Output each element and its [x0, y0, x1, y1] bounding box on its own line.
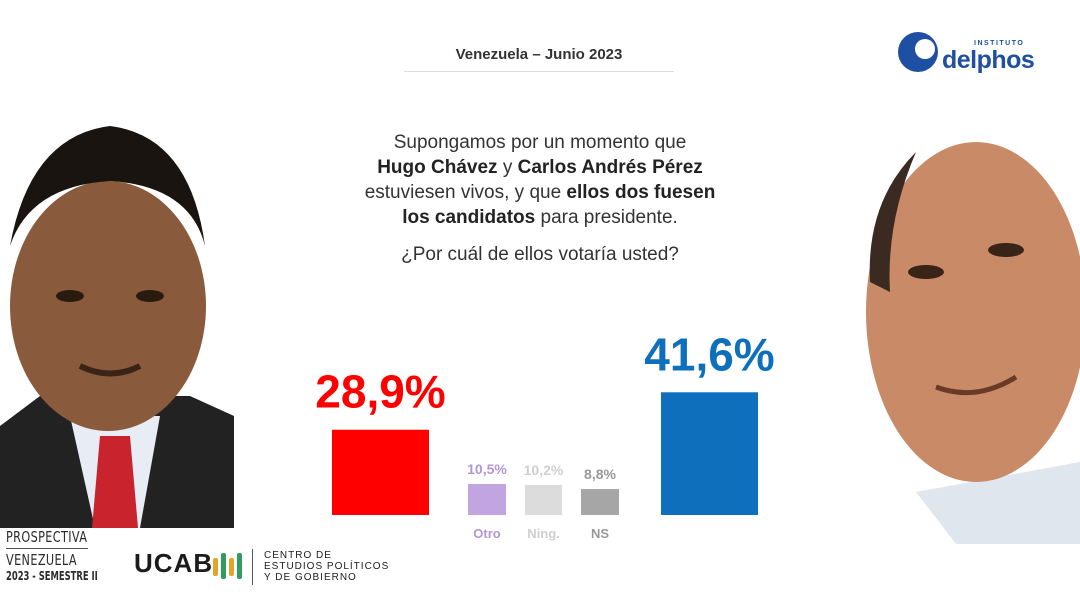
question-line-2: Hugo Chávez y Carlos Andrés Pérez: [330, 155, 750, 180]
portrait-perez: [856, 132, 1080, 544]
prospectiva-line-2: VENEZUELA: [6, 551, 77, 569]
question-line-1: Supongamos por un momento que: [393, 132, 687, 153]
question-line-3b: ellos dos fuesen: [566, 182, 716, 203]
survey-question-ask: ¿Por cuál de ellos votaría usted?: [401, 244, 679, 265]
category-label-2: Otro: [473, 526, 501, 541]
bar-2: [468, 484, 506, 515]
delphos-logo-instituto: INSTITUTO: [974, 40, 1025, 47]
delphos-logo-word: delphos: [942, 46, 1035, 74]
question-and: y: [497, 157, 518, 178]
footer-divider: [252, 549, 253, 585]
ucab-logo-icon: [213, 553, 242, 579]
candidate-name-chavez: Hugo Chávez: [377, 157, 498, 178]
question-line-4: los candidatos para presidente.: [330, 205, 750, 230]
centro-estudios-logo: CENTRO DE ESTUDIOS POLÍTICOS Y DE GOBIER…: [264, 550, 389, 583]
question-line-4a: los candidatos: [402, 207, 536, 228]
ucab-logo-text: UCAB: [134, 548, 214, 578]
value-label-5: 41,6%: [644, 328, 774, 380]
value-label-2: 10,5%: [467, 461, 507, 477]
question-line-3: estuviesen vivos, y que ellos dos fuesen: [330, 180, 750, 205]
value-label-3: 10,2%: [524, 462, 564, 478]
centro-line-1: CENTRO DE: [264, 550, 332, 561]
prospectiva-divider: [6, 548, 88, 549]
prospectiva-line-1: PROSPECTIVA: [6, 528, 88, 546]
bar-5: [661, 392, 758, 515]
value-label-4: 8,8%: [584, 466, 616, 482]
candidate-name-perez: Carlos Andrés Pérez: [517, 157, 703, 178]
portrait-chavez: [0, 96, 234, 528]
question-line-3a: estuviesen vivos, y que: [364, 182, 567, 203]
delphos-logo-dot: [915, 39, 935, 59]
survey-question: Supongamos por un momento que Hugo Cháve…: [330, 130, 750, 230]
category-label-4: NS: [591, 526, 609, 541]
value-label-1: 28,9%: [315, 366, 445, 418]
centro-line-2: ESTUDIOS POLÍTICOS: [264, 561, 390, 572]
page-title: Venezuela – Junio 2023: [404, 46, 674, 72]
bar-4: [581, 489, 619, 515]
delphos-logo: INSTITUTO delphos: [898, 30, 1038, 80]
centro-line-3: Y DE GOBIERNO: [264, 572, 357, 583]
category-label-3: Ning.: [527, 526, 560, 541]
question-line-4b: para presidente.: [535, 207, 678, 228]
bar-3: [525, 484, 562, 515]
prospectiva-line-3: 2023 - SEMESTRE II: [6, 569, 98, 583]
bar-1: [332, 429, 429, 515]
prospectiva-logo: PROSPECTIVA VENEZUELA 2023 - SEMESTRE II: [6, 528, 98, 583]
